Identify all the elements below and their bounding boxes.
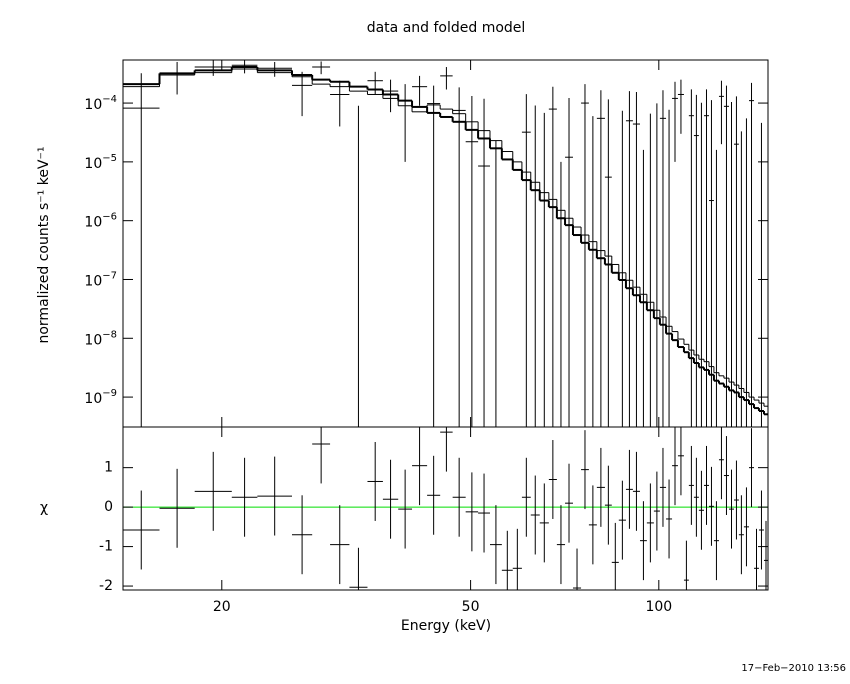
x-axis-label: Energy (keV) (401, 618, 491, 634)
x-tick-label: 100 (645, 599, 672, 615)
y-tick-label: 1 (104, 460, 113, 476)
y-tick-label: 10−8 (84, 329, 117, 348)
y-tick-label: 10−4 (84, 94, 117, 113)
x-tick-label: 50 (462, 599, 480, 615)
y-tick-label: 10−6 (84, 212, 117, 231)
y-tick-label: 10−5 (84, 153, 117, 172)
y-axis-label: normalized counts s⁻¹ keV⁻¹ (36, 146, 52, 343)
y-tick-label: 10−7 (84, 270, 117, 289)
axes: 20 50 100 10−9 10−8 10−7 10−6 10−5 10−4 -2 -1 0 1 (84, 60, 768, 615)
x-tick-label: 20 (213, 599, 231, 615)
spectrum-panel (123, 60, 768, 427)
residual-panel (123, 427, 768, 590)
y-tick-label: 0 (104, 499, 113, 515)
y-tick-label: 10−9 (84, 388, 117, 407)
y-tick-label: -1 (99, 539, 113, 555)
timestamp: 17−Feb−2010 13:56 (741, 663, 846, 674)
plot-frame (122, 59, 769, 591)
residual-axis-label: χ (40, 500, 48, 516)
y-tick-label: -2 (99, 578, 113, 594)
chart-title: data and folded model (367, 20, 526, 36)
